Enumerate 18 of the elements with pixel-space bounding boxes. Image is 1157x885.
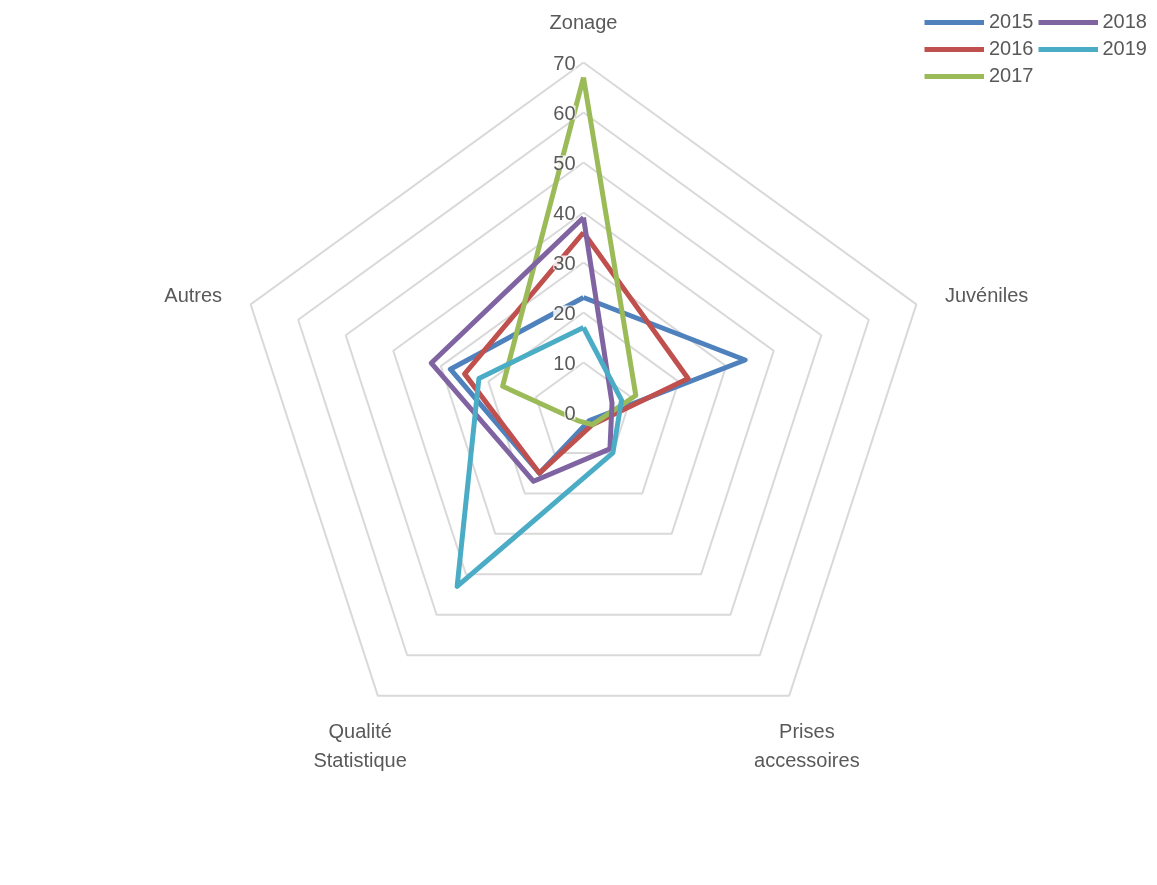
y-tick-label: 0 — [564, 401, 576, 424]
spoke-label: Qualité Statistique — [313, 719, 407, 771]
spoke-label: Juvéniles — [944, 284, 1029, 307]
legend-label: 2017 — [989, 64, 1034, 87]
legend-label: 2015 — [989, 10, 1034, 33]
legend-label: 2016 — [989, 37, 1034, 60]
y-tick-label: 40 — [553, 201, 576, 224]
y-tick-label: 70 — [553, 51, 576, 74]
y-tick-label: 60 — [553, 101, 576, 124]
legend-label: 2019 — [1102, 37, 1147, 60]
y-tick-label: 10 — [553, 351, 576, 374]
legend-label: 2018 — [1102, 10, 1147, 33]
spoke-label: Prises accessoires — [754, 719, 860, 771]
y-tick-label: 20 — [553, 301, 576, 324]
spoke-label: Zonage — [549, 10, 618, 33]
y-tick-label: 50 — [553, 151, 576, 174]
spoke-label: Autres — [164, 284, 223, 307]
y-tick-label: 30 — [553, 251, 576, 274]
